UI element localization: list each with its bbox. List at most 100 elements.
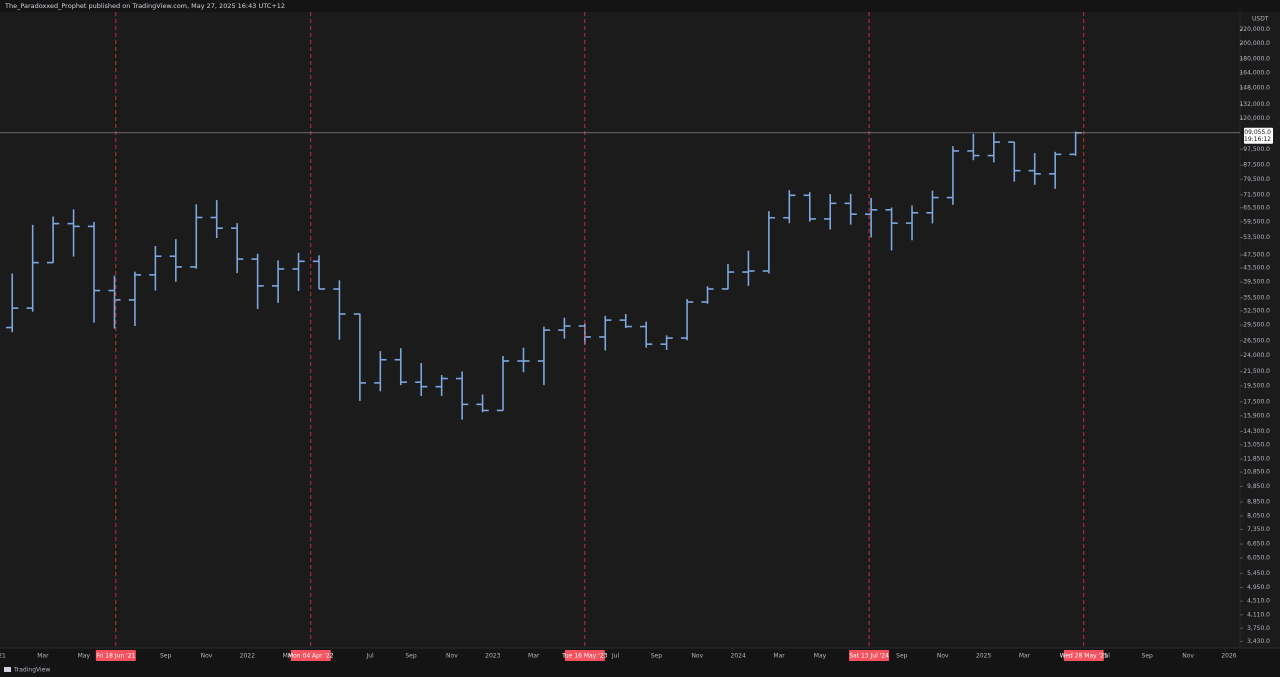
ohlc-bar — [885, 207, 898, 251]
y-tick-label: 7,350.0 — [1247, 526, 1270, 533]
y-tick-label: 4,950.0 — [1247, 584, 1270, 591]
ohlc-bar — [619, 313, 632, 329]
ohlc-bar — [660, 335, 673, 350]
x-tick-label: Sep — [160, 653, 172, 660]
y-tick-label: 4,510.0 — [1247, 598, 1270, 605]
plot: 220,000.0 200,000.0 180,000.0 164,000.0 148,… — [0, 12, 1273, 661]
y-tick-label: 10,850.0 — [1243, 469, 1270, 476]
y-tick-label: 200,000.0 — [1239, 40, 1270, 47]
ohlc-bar — [353, 313, 367, 401]
y-tick-label: 6,050.0 — [1247, 554, 1270, 561]
x-tick-label: Mar — [1019, 653, 1031, 660]
ohlc-bar — [435, 375, 448, 397]
y-tick-label: 15,900.0 — [1243, 412, 1270, 419]
ohlc-bar — [783, 190, 796, 224]
ohlc-bar — [149, 245, 162, 291]
y-tick-label: 24,000.0 — [1243, 352, 1270, 359]
y-tick-label: 3,750.0 — [1247, 625, 1270, 632]
ohlc-bar — [26, 224, 39, 312]
y-tick-label: 39,500.0 — [1243, 279, 1270, 286]
countdown-label: 19:16:12 — [1244, 136, 1271, 143]
ohlc-bar — [599, 315, 612, 351]
x-tick-label: May — [814, 653, 827, 660]
y-tick-label: 5,450.0 — [1247, 570, 1270, 577]
ohlc-bar — [967, 133, 980, 161]
ohlc-bar — [374, 351, 387, 392]
y-tick-label: 11,850.0 — [1243, 456, 1270, 463]
ohlc-bar — [1008, 141, 1021, 182]
ohlc-bar — [742, 250, 755, 286]
y-tick-label: 26,500.0 — [1243, 337, 1270, 344]
event-label-box — [290, 650, 331, 661]
y-tick-label: 35,500.0 — [1243, 294, 1270, 301]
ohlc-bar — [292, 252, 305, 291]
ohlc-bar — [496, 355, 510, 412]
x-tick-label: 2024 — [731, 653, 746, 660]
ohlc-bar — [1049, 151, 1062, 189]
event-label: Wed 28 May '25 — [1060, 653, 1108, 660]
y-tick-label: 132,000.0 — [1239, 101, 1270, 108]
y-tick-label: 6,650.0 — [1247, 541, 1270, 548]
ohlc-bar — [824, 194, 837, 230]
x-tick-label: Sep — [896, 653, 908, 660]
ohlc-bar — [537, 326, 551, 386]
ohlc-bar — [803, 192, 816, 222]
brand-logo — [4, 667, 11, 672]
x-tick-label: 2022 — [240, 653, 255, 660]
y-tick-label: 43,500.0 — [1243, 264, 1270, 271]
x-tick-label: Nov — [446, 653, 458, 660]
x-tick-label: Jul — [611, 653, 620, 660]
last-price-label: 109,055.0 — [1240, 129, 1271, 136]
ohlc-bar — [190, 204, 203, 269]
y-tick-label: 59,500.0 — [1243, 218, 1270, 225]
y-tick-label: 29,500.0 — [1243, 322, 1270, 329]
y-tick-label: 32,500.0 — [1243, 307, 1270, 314]
brand: TradingView — [13, 667, 50, 674]
y-tick-label: 148,000.0 — [1239, 84, 1270, 91]
y-tick-label: 8,050.0 — [1247, 512, 1270, 519]
y-tick-label: 220,000.0 — [1239, 26, 1270, 33]
ohlc-bar — [844, 193, 857, 225]
y-tick-label: 21,500.0 — [1243, 368, 1270, 375]
y-tick-label: 164,000.0 — [1239, 69, 1270, 76]
y-tick-label: 120,000.0 — [1239, 115, 1270, 122]
x-tick-label: Nov — [201, 653, 213, 660]
ohlc-bar — [455, 371, 469, 420]
ohlc-bar — [680, 299, 694, 341]
x-tick-label: 21 — [0, 653, 6, 660]
y-tick-label: 47,500.0 — [1243, 251, 1270, 258]
ohlc-bar — [926, 190, 939, 224]
y-tick-label: 79,500.0 — [1243, 176, 1270, 183]
ohlc-bar — [864, 197, 878, 238]
ohlc-bar — [476, 394, 489, 413]
y-tick-label: 71,500.0 — [1243, 191, 1270, 198]
x-tick-label: 2026 — [1221, 653, 1236, 660]
ohlc-bar — [169, 239, 182, 282]
x-tick-label: Mar — [37, 653, 49, 660]
y-tick-label: 9,850.0 — [1247, 483, 1270, 490]
x-tick-label: Sep — [651, 653, 663, 660]
y-tick-label: 65,500.0 — [1243, 204, 1270, 211]
y-tick-label: 53,500.0 — [1243, 234, 1270, 241]
ohlc-bar — [271, 260, 285, 303]
event-label-box — [1063, 650, 1104, 661]
ohlc-bar — [87, 221, 101, 323]
y-tick-label: 8,850.0 — [1247, 499, 1270, 506]
y-tick-label: 14,300.0 — [1243, 428, 1270, 435]
x-tick-label: Jul — [1102, 653, 1111, 660]
x-tick-label: May — [78, 653, 91, 660]
x-tick-label: 2025 — [976, 653, 991, 660]
x-tick-label: Sep — [1142, 653, 1154, 660]
x-tick-label: 2023 — [485, 653, 500, 660]
x-tick-label: Sep — [405, 653, 417, 660]
x-tick-label: Jul — [365, 653, 374, 660]
y-tick-label: 180,000.0 — [1239, 56, 1270, 63]
x-tick-label: Mar — [528, 653, 540, 660]
event-label-box — [95, 650, 136, 661]
y-tick-label: 87,500.0 — [1243, 162, 1270, 169]
header-text: The_Paradoxxed_Prophet published on Trad… — [4, 2, 285, 10]
y-tick-label: 17,500.0 — [1243, 398, 1270, 405]
ohlc-bar — [46, 216, 60, 264]
x-tick-label: Nov — [691, 653, 703, 660]
